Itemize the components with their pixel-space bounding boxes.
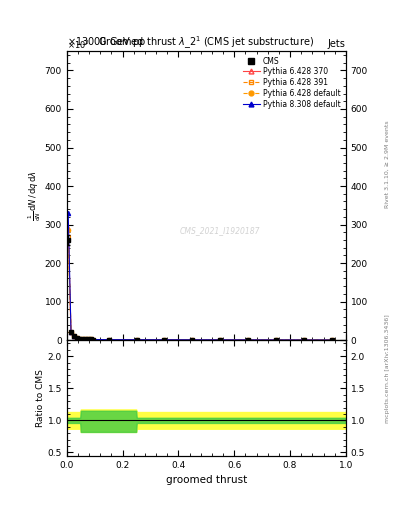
Title: Groomed thrust $\lambda\_2^1$ (CMS jet substructure): Groomed thrust $\lambda\_2^1$ (CMS jet s… [98, 35, 314, 51]
X-axis label: groomed thrust: groomed thrust [166, 475, 247, 485]
Text: $\times 10^2$: $\times 10^2$ [67, 39, 90, 51]
Text: Rivet 3.1.10, ≥ 2.9M events: Rivet 3.1.10, ≥ 2.9M events [385, 120, 389, 208]
Legend: CMS, Pythia 6.428 370, Pythia 6.428 391, Pythia 6.428 default, Pythia 8.308 defa: CMS, Pythia 6.428 370, Pythia 6.428 391,… [241, 55, 342, 111]
Text: mcplots.cern.ch [arXiv:1306.3436]: mcplots.cern.ch [arXiv:1306.3436] [385, 314, 389, 423]
Y-axis label: Ratio to CMS: Ratio to CMS [36, 369, 45, 427]
Text: Jets: Jets [328, 38, 346, 49]
Text: $\times$13000 GeV pp: $\times$13000 GeV pp [67, 35, 146, 49]
Y-axis label: $\frac{1}{\mathrm{d}N}\,\mathrm{d}N\,/\,\mathrm{d}q\,\mathrm{d}\lambda$: $\frac{1}{\mathrm{d}N}\,\mathrm{d}N\,/\,… [27, 170, 43, 221]
Text: CMS_2021_I1920187: CMS_2021_I1920187 [180, 226, 261, 235]
